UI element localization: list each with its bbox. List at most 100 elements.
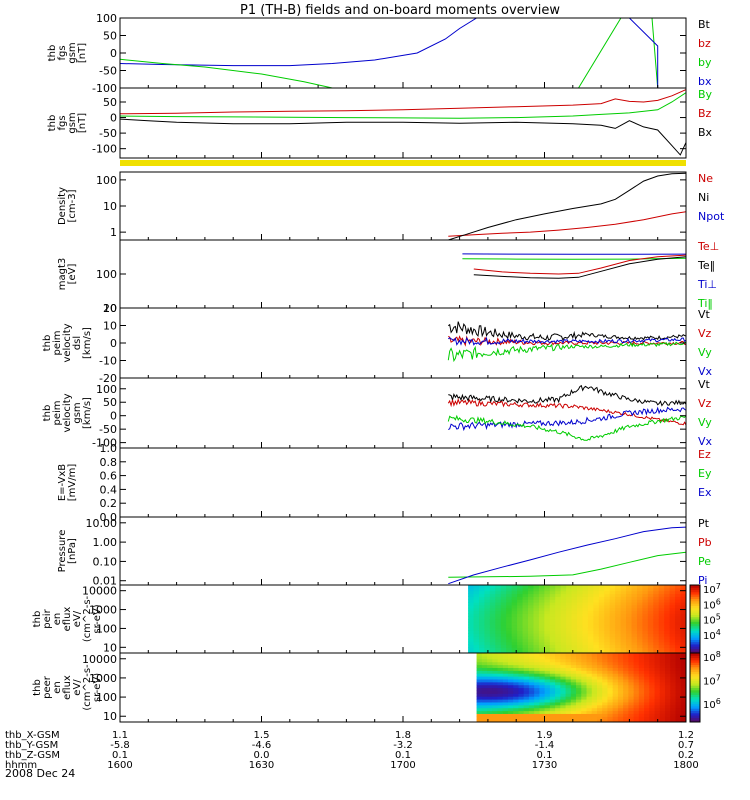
y-tick-label: 0 [110, 337, 117, 350]
legend-entry-By: By [698, 88, 713, 101]
heatmap-cell [560, 602, 567, 606]
heatmap-cell [560, 664, 567, 668]
heatmap-cell [555, 616, 562, 620]
heatmap-cell [518, 704, 525, 709]
heatmap-cell [544, 687, 551, 691]
heatmap-cell [628, 710, 635, 714]
heatmap-cell [478, 585, 486, 589]
series-line-Vt [448, 321, 686, 341]
ephemeris-row-label: thb_Y-GSM [5, 740, 58, 751]
heatmap-cell [500, 590, 507, 595]
heatmap-cell [658, 616, 665, 620]
heatmap-cell [659, 699, 666, 703]
heatmap-cell [598, 624, 605, 629]
heatmap-cell [522, 604, 529, 609]
heatmap-cell [549, 653, 556, 657]
heatmap-cell [633, 667, 640, 671]
heatmap-cell [633, 670, 640, 674]
heatmap-cell [502, 673, 509, 677]
heatmap-cell [615, 602, 622, 606]
heatmap-cell [517, 602, 524, 606]
heatmap-cell [665, 664, 671, 668]
heatmap-cell [539, 658, 546, 663]
heatmap-cell [544, 661, 551, 666]
heatmap-cell [570, 699, 577, 703]
heatmap-cell [675, 661, 682, 666]
y-tick-label: -50 [99, 127, 117, 140]
heatmap-cell [647, 613, 654, 617]
heatmap-cell [680, 636, 686, 640]
heatmap-cell [658, 621, 665, 626]
series-line-Te‖ [473, 256, 686, 279]
heatmap-cell [539, 676, 546, 680]
heatmap-cell [649, 693, 656, 697]
heatmap-cell [577, 590, 584, 595]
heatmap-cell [680, 687, 686, 691]
heatmap-cell [644, 664, 650, 668]
heatmap-cell [631, 630, 638, 634]
heatmap-cell [582, 593, 589, 597]
heatmap-cell [664, 633, 671, 637]
heatmap-cell [473, 593, 480, 597]
heatmap-cell [644, 678, 650, 683]
heatmap-cell [623, 693, 630, 697]
y-axis-label: thb [42, 335, 53, 352]
heatmap-cell [665, 676, 671, 680]
heatmap-cell [544, 604, 551, 609]
heatmap-cell [612, 681, 619, 686]
heatmap-cell [653, 590, 660, 595]
y-tick-label: 100 [96, 174, 117, 187]
plot-area [468, 585, 686, 653]
heatmap-cell [680, 604, 686, 609]
heatmap-cell [544, 701, 551, 706]
heatmap-cell [602, 707, 609, 712]
heatmap-cell [555, 699, 561, 703]
heatmap-cell [565, 713, 572, 717]
heatmap-cell [617, 719, 624, 722]
heatmap-cell [506, 641, 513, 646]
heatmap-cell [507, 670, 514, 674]
heatmap-cell [631, 613, 638, 617]
heatmap-cell [581, 681, 588, 686]
heatmap-cell [522, 593, 529, 597]
heatmap-cell [489, 616, 496, 620]
series-line-Pi [448, 526, 686, 585]
legend-entry-Te‖: Te‖ [697, 259, 715, 272]
heatmap-cell [528, 661, 535, 666]
heatmap-cell [484, 599, 491, 603]
heatmap-cell [664, 613, 671, 617]
heatmap-cell [522, 624, 529, 629]
heatmap-cell [675, 667, 682, 671]
heatmap-cell [500, 636, 507, 640]
heatmap-cell [487, 667, 493, 671]
heatmap-cell [481, 713, 488, 717]
heatmap-cell [544, 655, 551, 660]
heatmap-cell [675, 602, 682, 606]
heatmap-cell [570, 719, 577, 722]
heatmap-cell [609, 590, 616, 595]
heatmap-cell [659, 687, 666, 691]
colorbar-band [690, 653, 700, 656]
heatmap-cell [581, 690, 588, 694]
heatmap-cell [649, 661, 656, 666]
heatmap-cell [495, 596, 502, 600]
heatmap-cell [555, 621, 562, 626]
heatmap-cell [576, 673, 582, 677]
ephemeris-value: 0.1 [395, 750, 411, 761]
heatmap-cell [528, 678, 535, 683]
heatmap-cell [560, 693, 567, 697]
heatmap-cell [654, 701, 661, 706]
heatmap-cell [664, 638, 671, 643]
heatmap-cell [506, 596, 513, 600]
heatmap-cell [517, 636, 524, 640]
heatmap-cell [478, 604, 486, 609]
heatmap-cell [617, 710, 624, 714]
heatmap-cell [675, 707, 682, 712]
heatmap-cell [597, 704, 603, 709]
heatmap-cell [506, 638, 513, 643]
heatmap-cell [497, 667, 504, 671]
heatmap-cell [642, 596, 649, 600]
heatmap-cell [560, 704, 567, 709]
heatmap-cell [476, 664, 483, 668]
heatmap-cell [582, 613, 589, 617]
